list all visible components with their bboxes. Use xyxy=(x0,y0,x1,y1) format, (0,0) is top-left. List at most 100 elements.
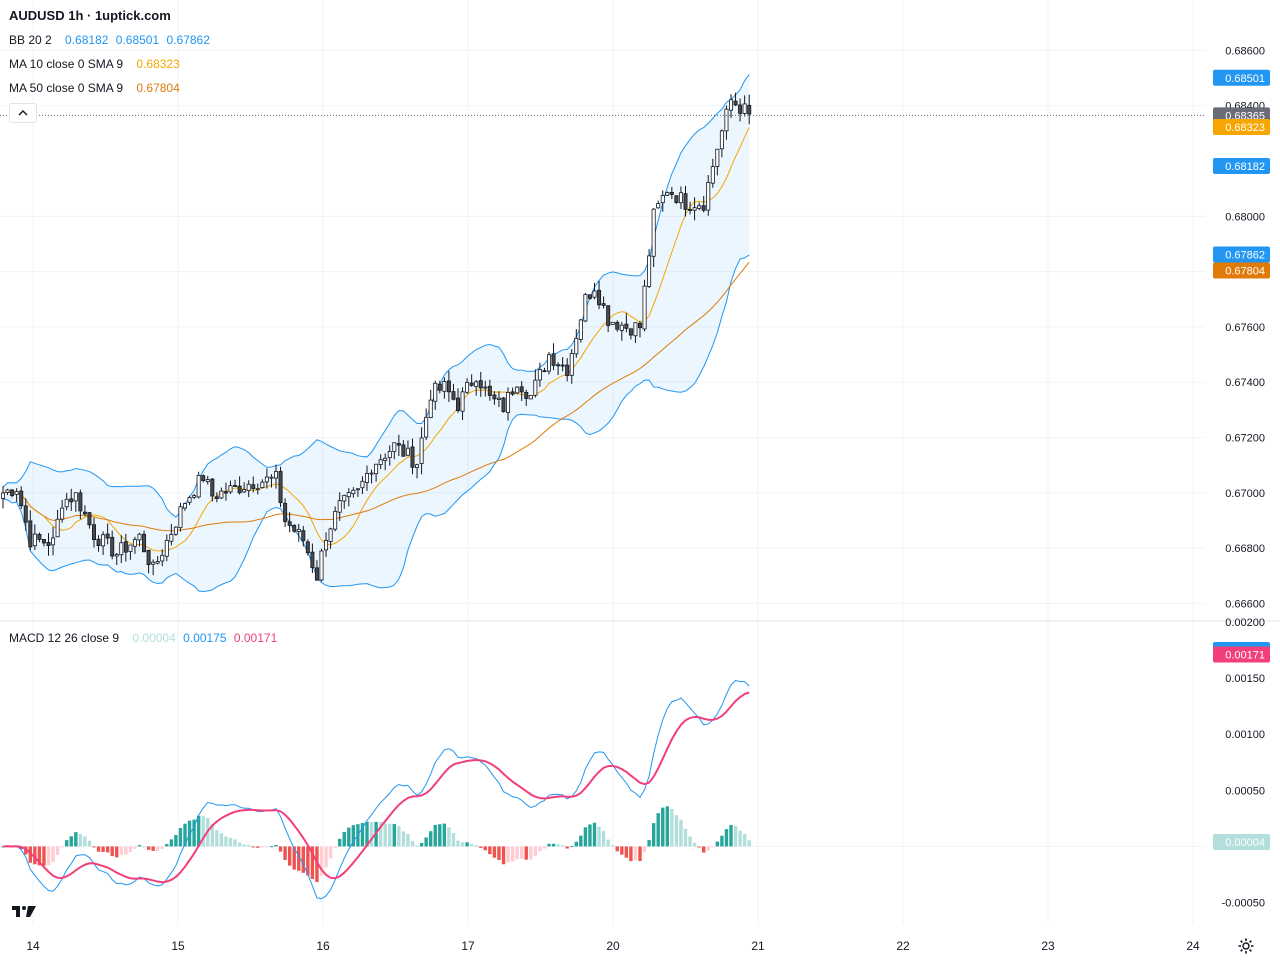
candle-body xyxy=(642,285,647,330)
candle-body xyxy=(28,520,33,548)
macd-histogram-bar xyxy=(124,846,128,855)
price-label: 0.67804 xyxy=(1225,266,1265,278)
candle-body xyxy=(5,489,10,493)
macd-signal-line xyxy=(2,691,750,884)
macd-histogram-bar xyxy=(297,846,301,871)
candle-body xyxy=(160,554,165,562)
price-axis-tick: 0.67400 xyxy=(1225,377,1265,389)
time-axis-tick: 14 xyxy=(26,939,40,953)
candle-body xyxy=(378,459,383,466)
candle-body xyxy=(624,323,629,329)
macd-histogram-bar xyxy=(597,826,601,847)
macd-histogram-bar xyxy=(674,815,679,847)
macd-histogram-bar xyxy=(638,846,642,862)
ma10-value: 0.68323 xyxy=(136,57,180,71)
macd-histogram-bar xyxy=(515,846,519,860)
macd-hist-value: 0.00004 xyxy=(132,631,176,645)
candle-body xyxy=(587,294,592,299)
macd-histogram-bar xyxy=(92,846,96,848)
macd-histogram-bar xyxy=(192,819,196,847)
candle-body xyxy=(433,382,438,402)
candle-body xyxy=(592,290,597,298)
macd-histogram-bar xyxy=(624,846,629,858)
candle-body xyxy=(451,391,456,400)
candle-body xyxy=(187,496,192,503)
macd-histogram-bar xyxy=(611,845,615,847)
candle-body xyxy=(260,481,265,489)
candle-body xyxy=(214,496,219,499)
candle-body xyxy=(64,498,69,508)
macd-histogram-bar xyxy=(697,846,701,848)
candle-body xyxy=(46,541,51,547)
macd-histogram-bar xyxy=(670,808,674,847)
candle-body xyxy=(455,397,460,411)
macd-histogram-bar xyxy=(474,844,478,847)
macd-histogram-bar xyxy=(438,824,442,847)
macd-histogram-bar xyxy=(401,831,406,847)
macd-histogram-bar xyxy=(592,822,597,847)
candle-body xyxy=(683,193,688,210)
candle-body xyxy=(446,380,451,393)
macd-histogram-bar xyxy=(601,830,606,847)
macd-histogram-bar xyxy=(642,846,647,853)
macd-histogram-bar xyxy=(133,846,137,849)
macd-histogram-bar xyxy=(524,846,528,860)
candle-body xyxy=(41,539,46,544)
ma50-label: MA 50 close 0 SMA 9 xyxy=(9,81,124,95)
macd-line-value: 0.00175 xyxy=(183,631,227,645)
macd-histogram-bar xyxy=(456,840,460,847)
candle-body xyxy=(219,490,224,499)
macd-histogram-bar xyxy=(24,846,28,855)
macd-axis-tick: -0.00050 xyxy=(1222,898,1265,910)
macd-histogram-bar xyxy=(506,846,510,863)
candle-body xyxy=(469,382,474,386)
macd-histogram-bar xyxy=(87,840,92,847)
macd-histogram-bar xyxy=(501,846,506,865)
macd-histogram-bar xyxy=(465,842,469,847)
macd-histogram-bar xyxy=(256,846,260,848)
macd-histogram-bar xyxy=(706,846,710,851)
candle-body xyxy=(551,353,556,366)
candle-body xyxy=(319,550,324,581)
macd-histogram-bar xyxy=(215,830,219,847)
macd-histogram-bar xyxy=(78,834,83,847)
macd-histogram-bar xyxy=(419,842,424,847)
macd-histogram-bar xyxy=(365,821,369,847)
gear-icon[interactable] xyxy=(1236,936,1256,956)
macd-histogram-bar xyxy=(747,840,751,847)
macd-histogram-bar xyxy=(265,846,269,848)
bb-label: BB 20 2 xyxy=(9,33,52,47)
bb-legend[interactable]: BB 20 2 0.68182 0.68501 0.67862 xyxy=(9,33,214,47)
macd-histogram-bar xyxy=(46,846,51,866)
tradingview-logo-icon[interactable] xyxy=(9,900,39,922)
candle-body xyxy=(742,103,747,114)
macd-histogram-bar xyxy=(633,846,638,861)
candle-body xyxy=(128,544,133,552)
macd-histogram-bar xyxy=(301,846,305,873)
macd-histogram-bar xyxy=(560,845,565,847)
ma10-legend[interactable]: MA 10 close 0 SMA 9 0.68323 xyxy=(9,57,184,71)
candle-body xyxy=(110,536,115,557)
candle-body xyxy=(569,353,574,376)
macd-histogram-bar xyxy=(306,846,310,876)
ma50-legend[interactable]: MA 50 close 0 SMA 9 0.67804 xyxy=(9,81,184,95)
candle-body xyxy=(228,485,233,493)
candle-body xyxy=(169,533,174,542)
macd-legend[interactable]: MACD 12 26 close 9 0.00004 0.00175 0.001… xyxy=(9,631,281,645)
candle-body xyxy=(474,381,479,387)
price-axis-tick: 0.66600 xyxy=(1225,598,1265,610)
macd-axis-tick: 0.00150 xyxy=(1225,673,1265,685)
collapse-legend-button[interactable] xyxy=(9,103,37,123)
time-axis-tick: 22 xyxy=(896,939,910,953)
macd-histogram-bar xyxy=(538,846,542,852)
candle-body xyxy=(410,446,415,468)
candle-body xyxy=(665,192,670,196)
macd-histogram-bar xyxy=(146,846,151,850)
candle-body xyxy=(151,561,156,565)
macd-histogram-bar xyxy=(183,823,187,847)
macd-histogram-bar xyxy=(137,845,142,847)
candle-body xyxy=(483,386,488,389)
macd-histogram-bar xyxy=(510,846,515,862)
candle-body xyxy=(747,104,752,115)
